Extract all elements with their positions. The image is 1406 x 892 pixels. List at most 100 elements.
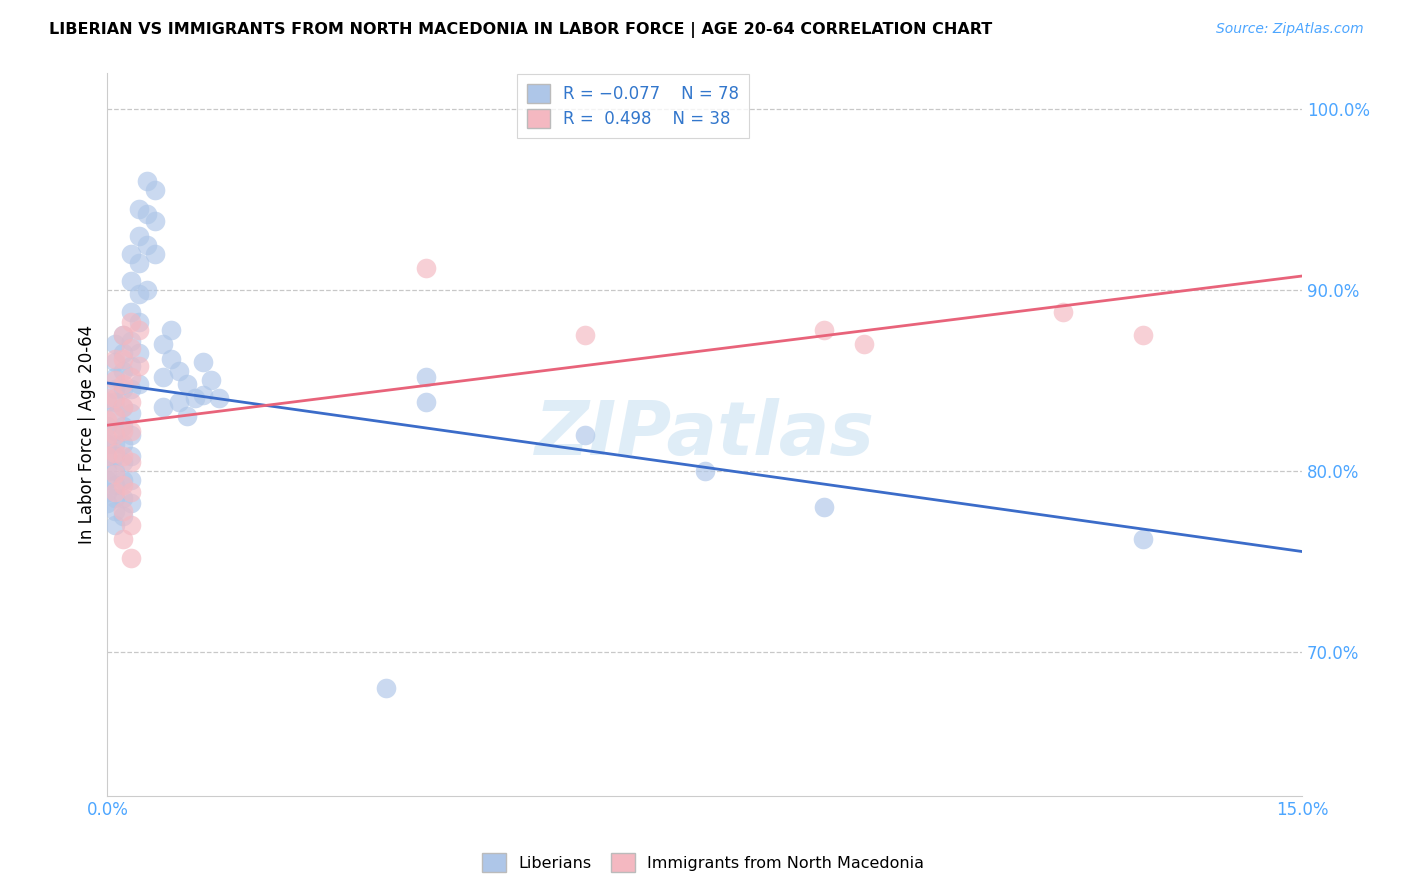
Point [112, 376, 135, 391]
Point [191, 388, 214, 402]
Point [104, 409, 127, 424]
Y-axis label: In Labor Force | Age 20-64: In Labor Force | Age 20-64 [79, 325, 96, 544]
Point [853, 337, 876, 351]
Point [104, 491, 127, 505]
Text: Source: ZipAtlas.com: Source: ZipAtlas.com [1216, 22, 1364, 37]
Point [176, 409, 198, 424]
Point [104, 427, 127, 442]
Point [120, 518, 142, 533]
Point [128, 286, 150, 301]
Point [104, 424, 127, 438]
Point [120, 395, 142, 409]
Point [143, 184, 166, 198]
Point [152, 401, 174, 415]
Point [112, 328, 135, 343]
Point [167, 395, 190, 409]
Point [112, 424, 135, 438]
Point [200, 373, 222, 387]
Point [120, 304, 142, 318]
Point [120, 274, 142, 288]
Point [96, 392, 118, 406]
Point [120, 316, 142, 330]
Point [120, 383, 142, 397]
Point [128, 202, 150, 216]
Point [96, 473, 118, 487]
Point [104, 351, 127, 366]
Point [104, 485, 127, 500]
Point [120, 550, 142, 565]
Point [112, 503, 135, 517]
Point [574, 328, 596, 343]
Point [208, 392, 231, 406]
Point [120, 496, 142, 510]
Point [104, 436, 127, 450]
Point [104, 478, 127, 492]
Point [104, 518, 127, 533]
Point [104, 369, 127, 384]
Point [160, 323, 183, 337]
Point [120, 473, 142, 487]
Point [128, 323, 150, 337]
Point [112, 418, 135, 433]
Point [104, 409, 127, 424]
Point [96, 450, 118, 464]
Point [1132, 328, 1154, 343]
Point [120, 424, 142, 438]
Point [152, 337, 174, 351]
Point [112, 455, 135, 469]
Point [120, 334, 142, 348]
Point [120, 427, 142, 442]
Point [184, 392, 207, 406]
Point [112, 401, 135, 415]
Point [120, 450, 142, 464]
Point [415, 395, 437, 409]
Point [1052, 304, 1074, 318]
Point [152, 369, 174, 384]
Point [104, 392, 127, 406]
Point [167, 364, 190, 378]
Text: LIBERIAN VS IMMIGRANTS FROM NORTH MACEDONIA IN LABOR FORCE | AGE 20-64 CORRELATI: LIBERIAN VS IMMIGRANTS FROM NORTH MACEDO… [49, 22, 993, 38]
Point [1132, 533, 1154, 547]
Text: ZIPatlas: ZIPatlas [534, 398, 875, 471]
Point [96, 464, 118, 478]
Point [112, 383, 135, 397]
Point [96, 496, 118, 510]
Point [96, 436, 118, 450]
Point [120, 359, 142, 373]
Point [128, 359, 150, 373]
Point [813, 323, 835, 337]
Point [136, 237, 159, 252]
Point [104, 395, 127, 409]
Point [128, 228, 150, 243]
Point [120, 406, 142, 420]
Point [128, 316, 150, 330]
Point [96, 413, 118, 427]
Point [104, 450, 127, 464]
Point [136, 207, 159, 221]
Point [104, 503, 127, 517]
Point [128, 256, 150, 270]
Point [96, 485, 118, 500]
Point [112, 351, 135, 366]
Legend: Liberians, Immigrants from North Macedonia: Liberians, Immigrants from North Macedon… [474, 845, 932, 880]
Point [112, 508, 135, 523]
Point [136, 174, 159, 188]
Point [120, 455, 142, 469]
Point [104, 445, 127, 459]
Point [415, 369, 437, 384]
Point [176, 376, 198, 391]
Point [143, 214, 166, 228]
Point [104, 464, 127, 478]
Point [415, 261, 437, 276]
Point [693, 464, 716, 478]
Point [112, 533, 135, 547]
Point [112, 491, 135, 505]
Point [112, 436, 135, 450]
Point [96, 418, 118, 433]
Point [375, 681, 398, 695]
Point [143, 247, 166, 261]
Point [191, 355, 214, 369]
Point [96, 450, 118, 464]
Point [104, 467, 127, 482]
Point [574, 427, 596, 442]
